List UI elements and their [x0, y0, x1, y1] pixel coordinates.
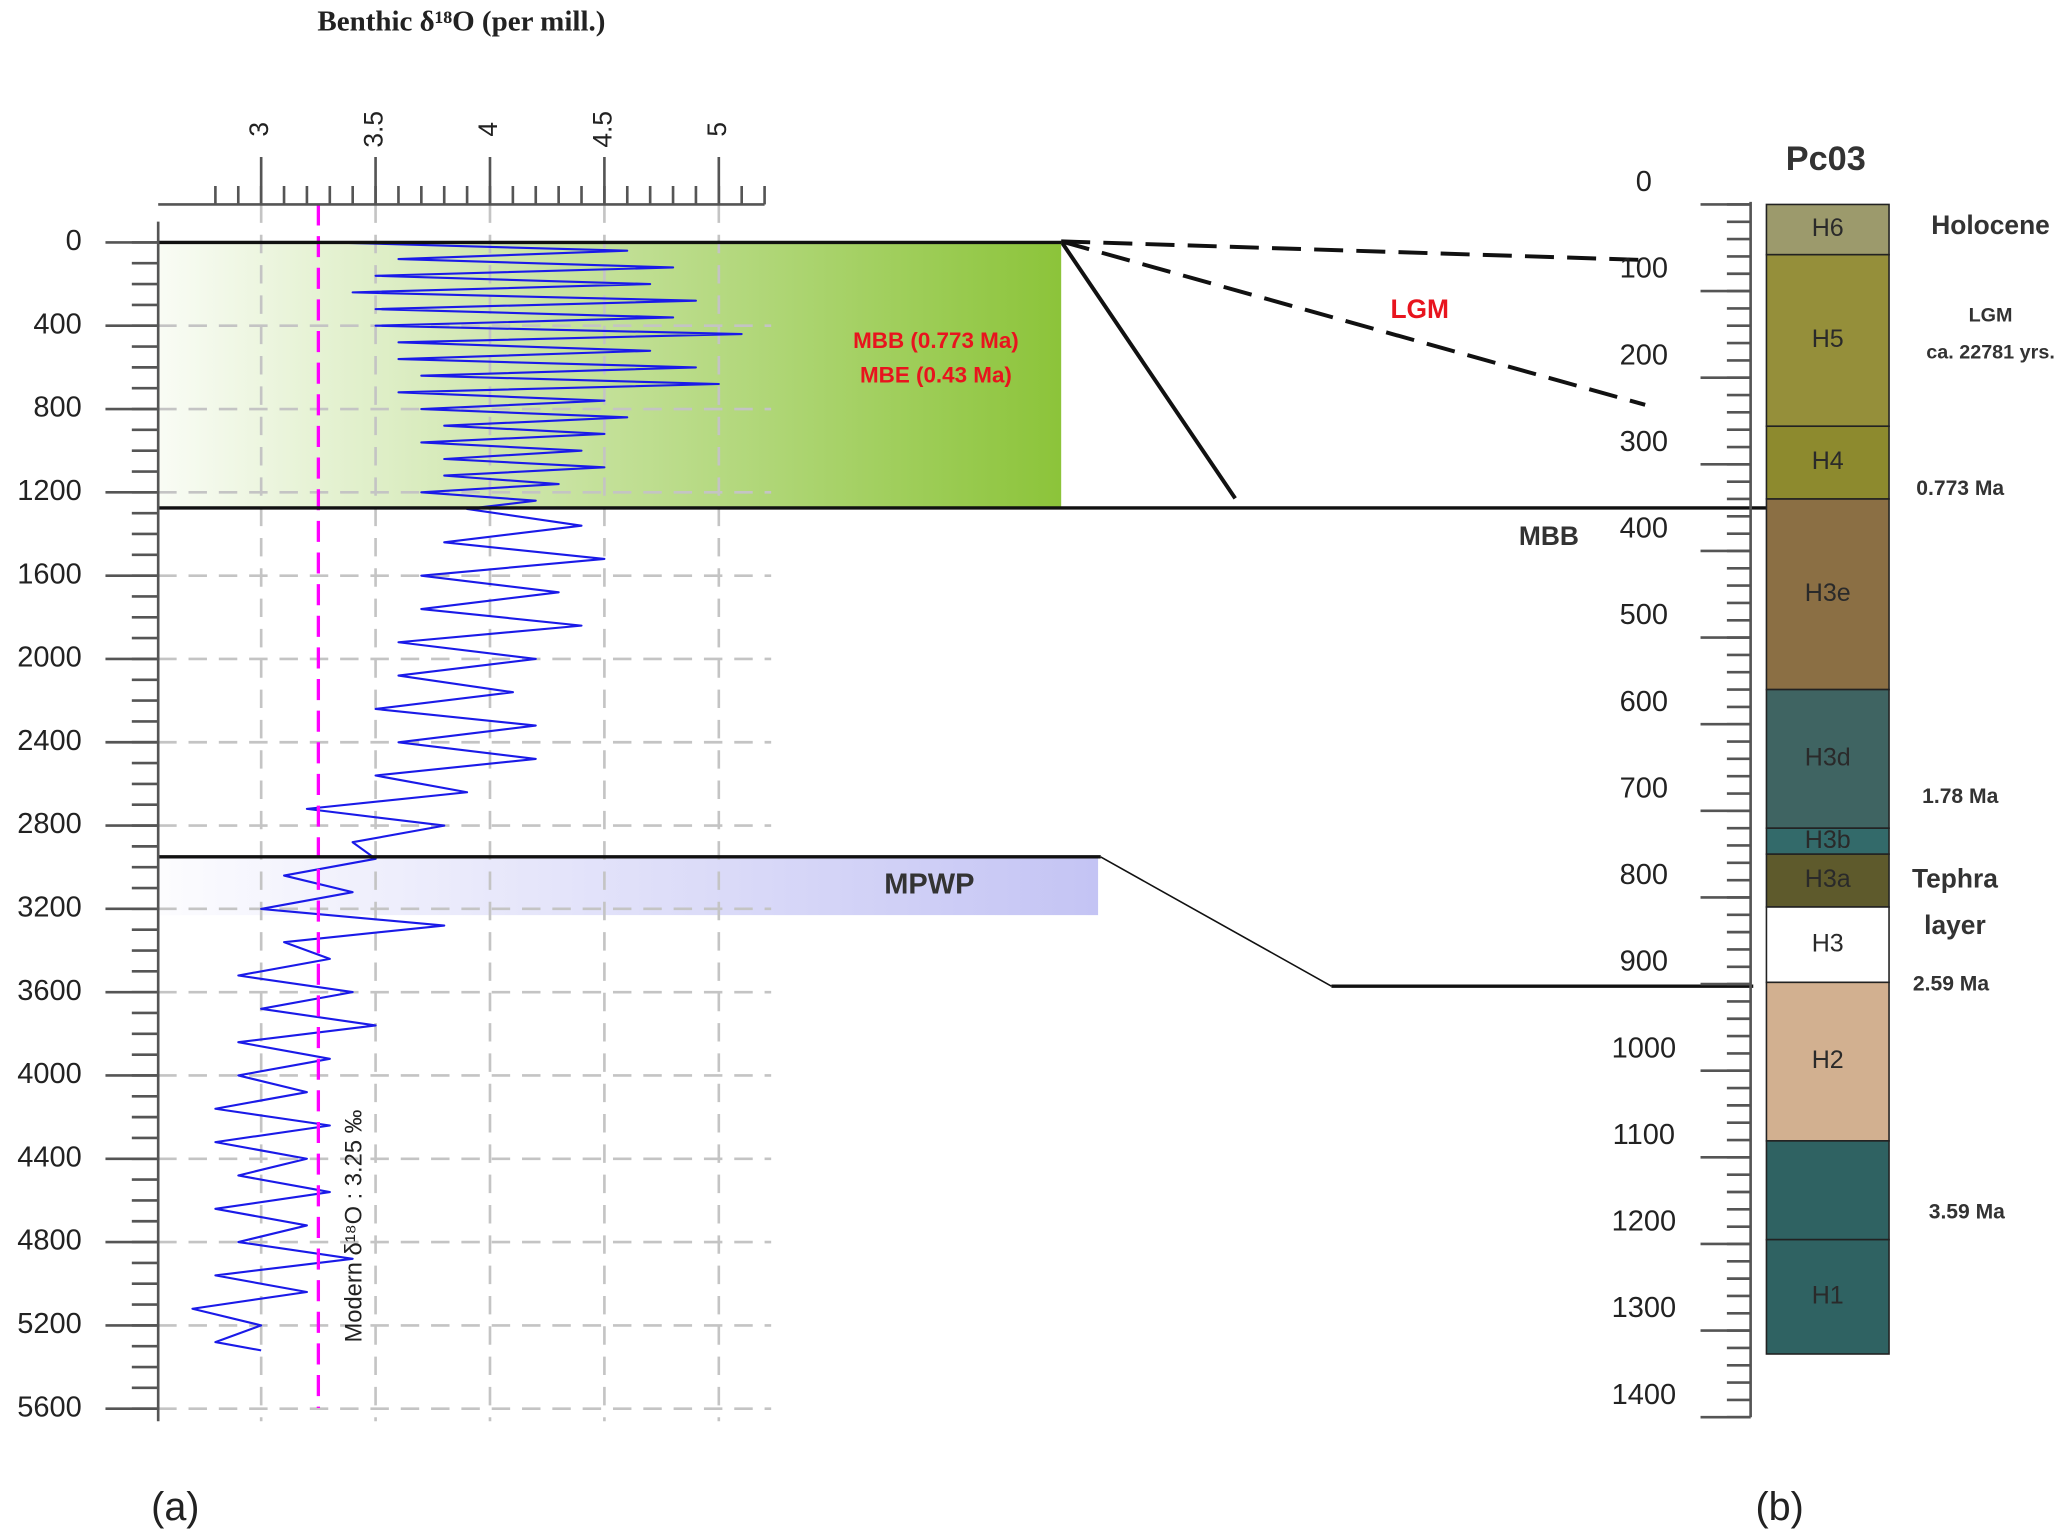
layer-label: H6 — [1812, 214, 1844, 242]
connector — [1100, 856, 1332, 987]
y-tick-label: 600 — [1620, 686, 1668, 718]
correlation-label: MBB — [1519, 521, 1579, 551]
layer — [1765, 1238, 1890, 1355]
y-tick-label: 4800 — [17, 1225, 82, 1257]
y-tick-label: 300 — [1620, 426, 1668, 458]
y-tick-label: 3600 — [17, 975, 82, 1007]
layer-label: H3 — [1812, 929, 1844, 957]
layer-label: H3e — [1805, 579, 1851, 607]
x-tick-label: 4.5 — [587, 111, 617, 148]
layer-label: H1 — [1812, 1281, 1844, 1309]
band-label: MBE (0.43 Ma) — [860, 362, 1012, 387]
data-line — [191, 241, 743, 1352]
y-tick-label: 4400 — [17, 1141, 82, 1173]
layer — [1765, 425, 1890, 500]
reference-label: Modern δ¹⁸O : 3.25 ‰ — [342, 1109, 368, 1342]
y-tick-label: 0 — [66, 225, 82, 257]
annotation: Holocene — [1931, 210, 2050, 240]
panel-label: (a) — [151, 1485, 199, 1529]
layer — [1765, 1140, 1890, 1241]
y-tick-label: 4000 — [17, 1058, 82, 1090]
annotation: LGM — [1969, 305, 2013, 327]
layer — [1765, 981, 1890, 1142]
y-tick-label: 100 — [1620, 253, 1668, 285]
annotation: 0.773 Ma — [1916, 477, 2004, 500]
annotation: ca. 22781 yrs. — [1926, 342, 2055, 364]
y-tick-label: 5600 — [17, 1391, 82, 1423]
band — [158, 242, 1062, 508]
y-tick-label: 0 — [1636, 166, 1652, 198]
y-tick-label: 1000 — [1612, 1032, 1677, 1064]
connector — [1059, 240, 1237, 500]
layer-label: H2 — [1812, 1046, 1844, 1074]
band-label: MBB (0.773 Ma) — [853, 328, 1019, 353]
band — [158, 856, 1099, 916]
layer-label: H5 — [1812, 325, 1844, 353]
annotation: 1.78 Ma — [1922, 785, 1998, 808]
y-tick-label: 2000 — [17, 642, 82, 674]
band-label: MPWP — [884, 869, 974, 901]
layer-label: H4 — [1812, 447, 1844, 475]
y-tick-label: 400 — [33, 308, 81, 340]
annotation: Tephra — [1912, 864, 1998, 894]
connector — [1061, 239, 1639, 262]
y-tick-label: 5200 — [17, 1308, 82, 1340]
panel-label: (b) — [1755, 1485, 1803, 1529]
y-tick-label: 3200 — [17, 892, 82, 924]
layer — [1765, 498, 1890, 691]
y-tick-label: 1300 — [1612, 1292, 1677, 1324]
y-tick-label: 800 — [33, 392, 81, 424]
y-tick-label: 1200 — [17, 475, 82, 507]
chart-title: Benthic δ¹⁸O (per mill.) — [317, 6, 605, 38]
y-tick-label: 1200 — [1612, 1206, 1677, 1238]
y-tick-label: 1400 — [1612, 1379, 1677, 1411]
x-tick-label: 5 — [702, 122, 732, 137]
layer — [1765, 853, 1890, 908]
annotation: 2.59 Ma — [1913, 972, 1989, 995]
y-tick-label: 200 — [1620, 339, 1668, 371]
y-tick-label: 900 — [1620, 946, 1668, 978]
layer — [1765, 688, 1890, 829]
layer — [1765, 203, 1890, 256]
y-tick-label: 800 — [1620, 859, 1668, 891]
y-tick-label: 500 — [1620, 599, 1668, 631]
correlation-label: LGM — [1390, 294, 1449, 324]
layer-label: H3b — [1805, 826, 1851, 854]
connector — [1060, 239, 1646, 407]
y-tick-label: 700 — [1620, 772, 1668, 804]
annotation: layer — [1924, 910, 1986, 940]
layer-label: H3d — [1805, 743, 1851, 771]
layer — [1765, 906, 1890, 984]
x-tick-label: 4 — [473, 122, 503, 137]
column-title: Pc03 — [1786, 140, 1866, 178]
y-tick-label: 2800 — [17, 808, 82, 840]
annotation: 3.59 Ma — [1929, 1200, 2005, 1223]
y-tick-label: 2400 — [17, 725, 82, 757]
y-tick-label: 1100 — [1613, 1119, 1675, 1151]
x-tick-label: 3.5 — [359, 111, 389, 148]
x-tick-label: 3 — [244, 122, 274, 137]
layer — [1765, 827, 1890, 855]
y-tick-label: 400 — [1620, 513, 1668, 545]
layer-label: H3a — [1805, 865, 1851, 893]
y-tick-label: 1600 — [17, 558, 82, 590]
